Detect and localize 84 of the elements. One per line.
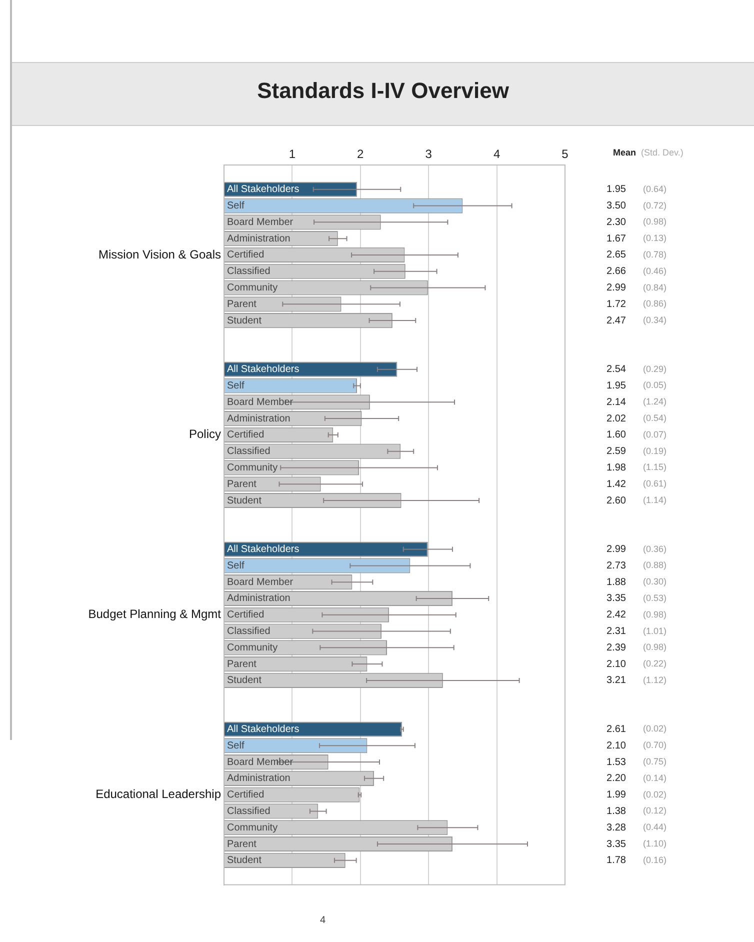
text: Community bbox=[227, 642, 278, 654]
x-tick-label: 3 bbox=[425, 147, 432, 162]
series-label: Community bbox=[227, 822, 278, 834]
text: Board Member bbox=[227, 396, 294, 408]
text: 1.95 (0.64) bbox=[606, 184, 667, 196]
text: Student bbox=[227, 495, 262, 506]
text: 1.53 (0.75) bbox=[606, 756, 667, 768]
x-tick-label: 2 bbox=[357, 147, 364, 162]
text: 2.20 (0.14) bbox=[606, 772, 667, 784]
series-label: Administration bbox=[227, 593, 290, 604]
chart-title: Standards I-IV Overview bbox=[256, 78, 510, 104]
text: All Stakeholders bbox=[227, 544, 300, 556]
x-tick-label: 1 bbox=[288, 147, 296, 162]
text: 2.30 (0.98) bbox=[606, 216, 667, 228]
text: Certified bbox=[227, 610, 264, 621]
text: 1.78 (0.16) bbox=[606, 854, 667, 866]
text: (Std. Dev.) bbox=[641, 147, 684, 158]
text: 1.67 (0.13) bbox=[606, 233, 667, 244]
text: Parent bbox=[227, 478, 256, 490]
text: All Stakeholders bbox=[227, 724, 300, 735]
text: 2.39 (0.98) bbox=[606, 642, 667, 654]
text: 1.95 (0.05) bbox=[606, 380, 667, 392]
text: 3.35 (0.53) bbox=[606, 592, 667, 604]
text: 2.99 (0.84) bbox=[606, 282, 667, 294]
series-label: All Stakeholders bbox=[227, 364, 300, 376]
text: Administration bbox=[227, 773, 290, 784]
text: Student bbox=[227, 855, 262, 866]
text: 2.66 (0.46) bbox=[606, 266, 667, 278]
text: 1.42 (0.61) bbox=[606, 478, 667, 490]
text: 4 bbox=[320, 915, 326, 926]
text: 2.31 (1.01) bbox=[606, 626, 667, 638]
text: Board Member bbox=[227, 216, 294, 228]
y-tick-label: Mission Vision & Goals bbox=[98, 247, 221, 262]
text: Self bbox=[227, 740, 244, 752]
text: 2.54 (0.29) bbox=[606, 364, 667, 376]
text: 1.38 (0.12) bbox=[606, 806, 667, 817]
series-label: Classified bbox=[227, 806, 270, 817]
text: Classified bbox=[227, 266, 270, 278]
text: 2.99 (0.36) bbox=[606, 544, 667, 556]
text: 2.42 (0.98) bbox=[606, 609, 667, 621]
text: Mean bbox=[613, 147, 636, 158]
text: Certified bbox=[227, 790, 264, 801]
text: 3.28 (0.44) bbox=[606, 822, 667, 834]
series-label: Certified bbox=[227, 250, 264, 261]
x-tick-label: 5 bbox=[562, 147, 569, 162]
text: 2.02 (0.54) bbox=[606, 413, 667, 424]
series-label: Self bbox=[227, 380, 244, 392]
y-tick-label: Policy bbox=[188, 427, 221, 442]
text: 1.88 (0.30) bbox=[606, 576, 667, 588]
text: Community bbox=[227, 282, 278, 294]
y-tick-label: Budget Planning & Mgmt bbox=[88, 607, 222, 622]
series-label: Student bbox=[227, 675, 262, 686]
text: 1.98 (1.15) bbox=[606, 462, 667, 474]
text: 2.61 (0.02) bbox=[606, 724, 667, 735]
text: 2.65 (0.78) bbox=[606, 249, 667, 261]
series-label: Board Member bbox=[227, 576, 294, 588]
text: 2.73 (0.88) bbox=[606, 560, 667, 572]
text: Self bbox=[227, 560, 244, 572]
text: 1.72 (0.86) bbox=[606, 298, 667, 310]
text: Administration bbox=[227, 233, 290, 244]
text: 3.50 (0.72) bbox=[606, 200, 667, 212]
text: Community bbox=[227, 462, 278, 474]
series-label: Parent bbox=[227, 298, 257, 310]
y-tick-label: Educational Leadership bbox=[96, 787, 222, 802]
text: Classified bbox=[227, 446, 270, 458]
text: 2.47 (0.34) bbox=[606, 315, 667, 326]
text: 1.99 (0.02) bbox=[606, 789, 667, 801]
text: Parent bbox=[227, 838, 256, 850]
text: All Stakeholders bbox=[227, 184, 300, 196]
text: 2.10 (0.22) bbox=[606, 658, 667, 670]
text: 2.14 (1.24) bbox=[606, 396, 667, 408]
text: 1.60 (0.07) bbox=[606, 429, 667, 441]
text: Certified bbox=[227, 430, 264, 441]
text: Parent bbox=[227, 658, 256, 670]
text: 2.10 (0.70) bbox=[606, 740, 667, 752]
text: 3.35 (1.10) bbox=[606, 838, 667, 850]
text: 2.60 (1.14) bbox=[606, 494, 667, 506]
text: Student bbox=[227, 315, 262, 326]
text: Classified bbox=[227, 626, 270, 638]
text: Self bbox=[227, 200, 244, 212]
x-tick-label: 4 bbox=[493, 147, 500, 162]
text: Administration bbox=[227, 413, 290, 424]
text: 3.21 (1.12) bbox=[606, 674, 667, 686]
text: 2.59 (0.19) bbox=[606, 446, 667, 458]
